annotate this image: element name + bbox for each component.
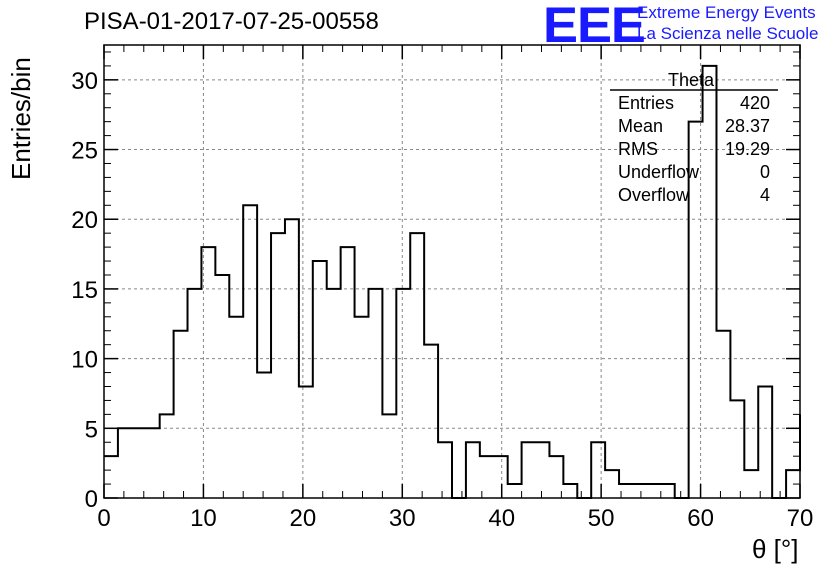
histogram-bin	[703, 66, 717, 498]
histogram-bin	[146, 428, 160, 498]
x-tick-label: 10	[190, 505, 217, 532]
x-tick-label: 70	[787, 505, 814, 532]
histogram-bin	[188, 289, 202, 498]
histogram-line	[104, 64, 801, 499]
histogram-bin	[243, 205, 257, 498]
stats-value: 0	[759, 162, 770, 182]
histogram-bin	[382, 414, 396, 498]
histogram-bin	[257, 373, 271, 498]
histogram-bin	[299, 386, 313, 498]
stats-label: Underflow	[618, 162, 700, 182]
logo-line2: La Scienza nelle Scuole	[637, 24, 819, 43]
stats-value: 19.29	[724, 139, 770, 159]
histogram-bin	[174, 331, 188, 498]
histogram-bin	[633, 484, 647, 498]
y-tick-label: 30	[71, 68, 98, 95]
y-tick-label: 20	[71, 207, 98, 234]
eee-logo: EEE	[543, 0, 646, 53]
histogram-bin	[661, 484, 675, 498]
x-axis-label: θ [°]	[752, 534, 799, 564]
histogram-bin	[396, 289, 410, 498]
histogram-bin	[327, 289, 341, 498]
histogram-bin	[716, 331, 730, 498]
histogram-bin	[494, 456, 508, 498]
x-tick-label: 30	[389, 505, 416, 532]
histogram-bin	[508, 484, 522, 498]
histogram-bin	[160, 414, 174, 498]
histogram-bin	[341, 247, 355, 498]
histogram-bin	[368, 289, 382, 498]
histogram-bin	[201, 247, 215, 498]
histogram-bin	[647, 484, 661, 498]
histogram-bin	[104, 456, 118, 498]
histogram-bin	[438, 442, 452, 498]
y-tick-label: 10	[71, 347, 98, 374]
histogram-bin	[132, 428, 146, 498]
stats-label: Overflow	[618, 185, 690, 205]
histogram-bin	[758, 386, 772, 498]
histogram-bin	[591, 442, 605, 498]
histogram-bin	[285, 219, 299, 498]
histogram-bin	[424, 345, 438, 498]
run-title: PISA-01-2017-07-25-00558	[84, 8, 379, 35]
y-axis-label: Entries/bin	[6, 57, 36, 180]
y-tick-label: 0	[85, 486, 98, 513]
x-tick-label: 0	[97, 505, 110, 532]
stats-value: 420	[739, 93, 770, 113]
histogram-bin	[563, 484, 577, 498]
histogram-bin	[744, 470, 758, 498]
histogram-bin	[271, 233, 285, 498]
histogram-bin	[410, 233, 424, 498]
y-tick-label: 5	[85, 416, 98, 443]
histogram-bin	[730, 400, 744, 498]
stats-label: Mean	[618, 116, 664, 136]
histogram-bin	[229, 317, 243, 498]
x-tick-label: 60	[687, 505, 714, 532]
logo-line1: Extreme Energy Events	[637, 3, 816, 22]
histogram-bin	[215, 275, 229, 498]
histogram-bin	[536, 442, 550, 498]
x-tick-label: 50	[588, 505, 615, 532]
histogram-bin	[466, 442, 480, 498]
x-tick-label: 40	[488, 505, 515, 532]
stats-title: Theta	[668, 70, 715, 90]
histogram-bin	[522, 442, 536, 498]
stats-value: 28.37	[724, 116, 770, 136]
y-tick-label: 15	[71, 277, 98, 304]
stats-value: 4	[759, 185, 770, 205]
histogram-bin	[313, 261, 327, 498]
stats-label: RMS	[618, 139, 658, 159]
y-tick-label: 25	[71, 138, 98, 165]
histogram-bin	[118, 428, 132, 498]
histogram-bin	[355, 317, 369, 498]
stats-label: Entries	[618, 93, 675, 113]
histogram-bin	[605, 470, 619, 498]
x-tick-label: 20	[290, 505, 317, 532]
plot-frame	[103, 44, 801, 499]
